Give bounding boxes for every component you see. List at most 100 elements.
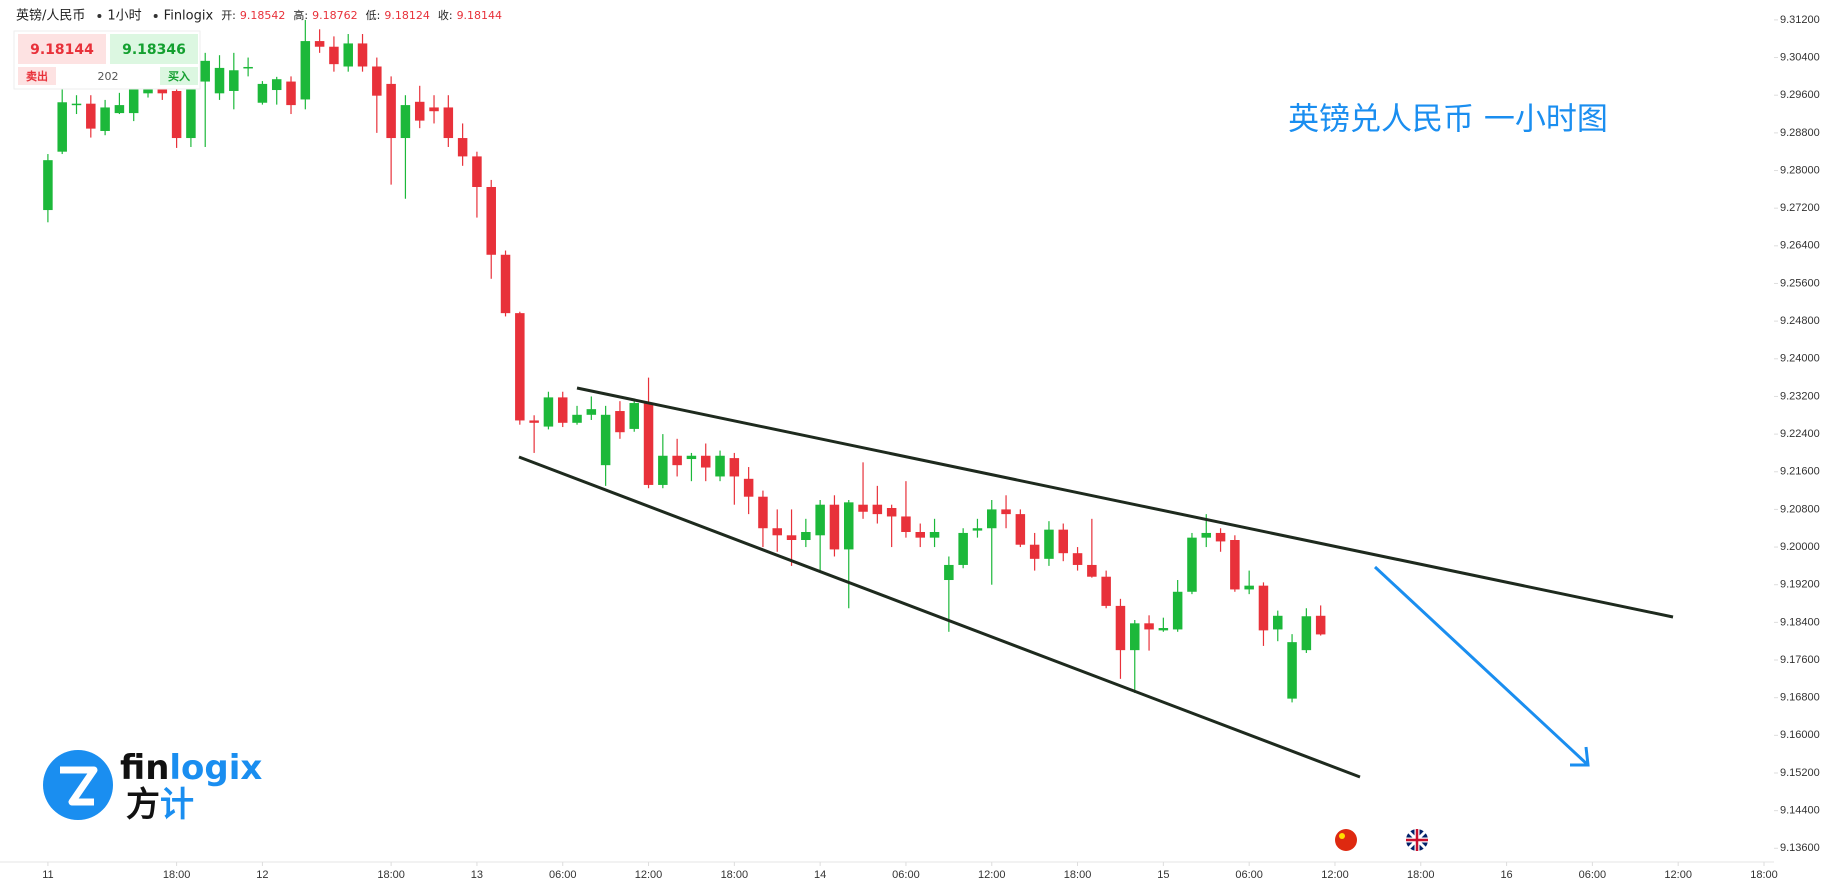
candle-body — [486, 186, 496, 255]
buy-price: 9.18346 — [122, 42, 186, 58]
candle-body — [729, 458, 740, 477]
candle-body — [629, 403, 639, 429]
buy-tag-bg — [160, 67, 198, 85]
candle-body — [457, 138, 468, 157]
candle-body — [987, 509, 997, 529]
quote-box: 9.18144 9.18346 卖出 202 买入 — [13, 30, 201, 90]
candle-body — [929, 532, 940, 538]
candle-body — [414, 101, 425, 121]
separator — [97, 14, 102, 18]
y-tick-label: 9.24800 — [1780, 315, 1820, 327]
candle-body — [1201, 532, 1212, 538]
x-tick-label: 06:00 — [549, 869, 577, 881]
candle-body — [1158, 628, 1169, 631]
candle-body — [815, 504, 825, 536]
candle-body — [57, 102, 67, 152]
candle-body — [429, 107, 439, 112]
y-tick-label: 9.19200 — [1780, 579, 1820, 591]
candle-body — [600, 414, 611, 466]
x-tick-label: 16 — [1500, 869, 1512, 881]
flag-cn — [1335, 829, 1357, 851]
y-tick-label: 9.25600 — [1780, 277, 1820, 289]
x-tick-label: 11 — [42, 869, 53, 881]
y-tick-label: 9.16800 — [1780, 692, 1820, 704]
candle-body — [86, 103, 96, 129]
y-tick-label: 9.20800 — [1780, 503, 1820, 515]
candle-body — [772, 528, 782, 536]
sell-tag-bg — [18, 67, 56, 85]
y-tick-label: 9.15200 — [1780, 767, 1820, 779]
candle-body — [1230, 540, 1240, 590]
candle-body — [1087, 564, 1097, 577]
candle-body — [1029, 544, 1040, 559]
candle-body — [214, 67, 225, 94]
candle-body — [1130, 623, 1140, 651]
x-tick-label: 06:00 — [892, 869, 920, 881]
x-tick-label: 18:00 — [377, 869, 405, 881]
candle-body — [443, 107, 454, 139]
separator — [153, 14, 158, 18]
buy-button-bg — [110, 34, 198, 64]
y-tick-label: 9.23200 — [1780, 390, 1820, 402]
candle-body — [1273, 615, 1283, 630]
candle-body — [1001, 509, 1011, 515]
candle-body — [372, 66, 382, 96]
high-label: 高: — [293, 8, 308, 22]
candle-body — [100, 107, 110, 131]
candle-body — [901, 516, 911, 533]
candle-body — [1215, 532, 1226, 542]
candle-body — [1144, 623, 1154, 630]
x-tick-label: 12:00 — [635, 869, 663, 881]
x-tick-label: 18:00 — [1750, 869, 1778, 881]
source: Finlogix — [164, 9, 214, 24]
candle-body — [543, 397, 554, 427]
candle-body — [329, 46, 339, 65]
candle-body — [1172, 591, 1183, 630]
candle-body — [128, 81, 139, 114]
candle-body — [229, 70, 239, 91]
candle-body — [186, 81, 196, 139]
x-tick-label: 12:00 — [978, 869, 1006, 881]
x-tick-label: 12:00 — [1664, 869, 1692, 881]
x-tick-label: 15 — [1157, 869, 1169, 881]
sell-button-bg — [18, 34, 106, 64]
candle-body — [643, 403, 654, 485]
candle-body — [1258, 585, 1269, 631]
lower-trend-line — [518, 455, 1361, 779]
candle-body — [357, 43, 368, 67]
x-tick-label: 14 — [814, 869, 826, 881]
candle-body — [886, 507, 897, 517]
candle-body — [300, 41, 311, 100]
y-tick-label: 9.26400 — [1780, 240, 1820, 252]
y-tick-label: 9.30400 — [1780, 51, 1820, 63]
y-tick-label: 9.16000 — [1780, 729, 1820, 741]
candle-body — [286, 81, 296, 106]
candle-body — [529, 420, 539, 423]
candle-body — [515, 313, 525, 421]
candle-body — [972, 528, 983, 531]
x-tick-label: 13 — [471, 869, 483, 881]
open-value: 9.18542 — [240, 9, 286, 22]
y-tick-label: 9.17600 — [1780, 654, 1820, 666]
candle-body — [1287, 642, 1297, 699]
candle-body — [944, 564, 954, 581]
candle-body — [200, 60, 210, 82]
candle-body — [915, 532, 925, 538]
candle-body — [572, 414, 582, 423]
candle-body — [157, 87, 168, 94]
candle-body — [801, 532, 811, 541]
candle-body — [743, 478, 754, 497]
y-tick-label: 9.14400 — [1780, 805, 1820, 817]
logo: finlogix 方计 — [43, 748, 262, 825]
candle-body — [114, 105, 125, 114]
y-tick-label: 9.22400 — [1780, 428, 1820, 440]
x-tick-label: 12 — [256, 869, 268, 881]
candle-body — [672, 455, 682, 466]
candle-body — [858, 504, 868, 512]
candle-body — [872, 504, 883, 515]
header: 英镑/人民币 1小时 Finlogix 开: 9.18542 高: 9.1876… — [16, 8, 502, 24]
x-tick-label: 18:00 — [1064, 869, 1092, 881]
candle-body — [843, 502, 854, 550]
candle-body — [958, 532, 968, 565]
candle-body — [1187, 537, 1197, 592]
